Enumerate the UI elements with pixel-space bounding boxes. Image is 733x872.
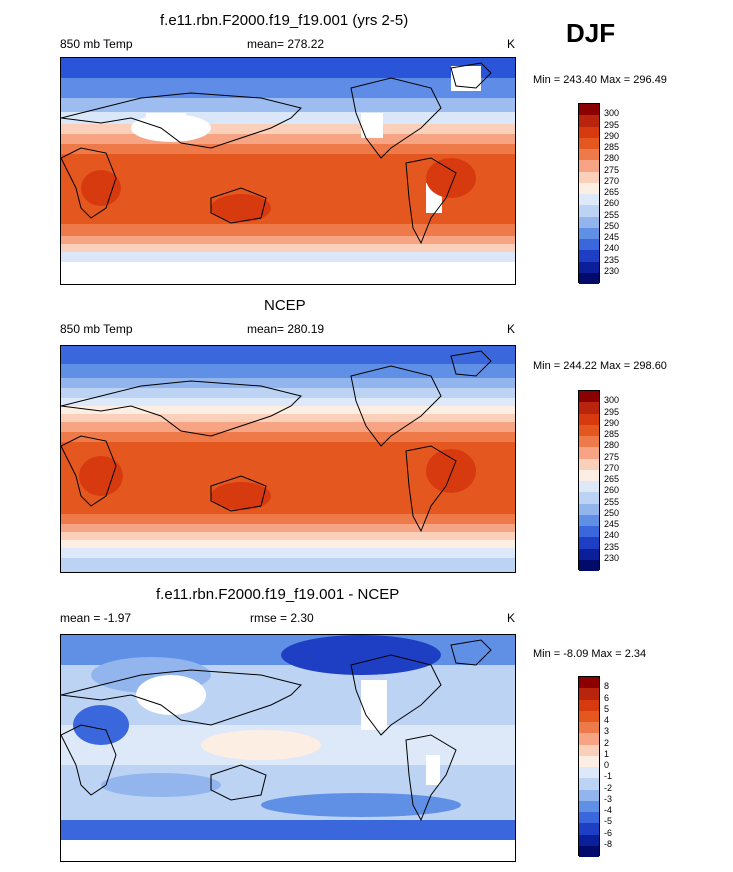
- panel1-variable-label: 850 mb Temp: [60, 37, 133, 51]
- colorbar-tick-label: 240: [604, 243, 620, 254]
- panel2-minmax: Min = 244.22 Max = 298.60: [533, 360, 667, 372]
- panel1-minmax: Min = 243.40 Max = 296.49: [533, 74, 667, 86]
- panel1-mean-label: mean= 278.22: [247, 37, 325, 51]
- colorbar-tick-label: 8: [604, 681, 610, 692]
- colorbar-tick-label: 260: [604, 485, 620, 496]
- panel3-minmax: Min = -8.09 Max = 2.34: [533, 648, 647, 660]
- colorbar-tick-label: 4: [604, 715, 610, 725]
- panel3-colorbar: [578, 676, 600, 857]
- colorbar-tick-label: -5: [604, 816, 613, 827]
- colorbar-tick-label: 280: [604, 153, 620, 164]
- colorbar-tick-label: 295: [604, 119, 620, 130]
- colorbar-tick-label: -2: [604, 782, 613, 793]
- colorbar-tick-label: 230: [604, 265, 620, 276]
- panel3-map-svg: [61, 635, 515, 861]
- colorbar-tick-label: 250: [604, 507, 620, 518]
- colorbar-tick-label: -8: [604, 838, 613, 849]
- colorbar-tick-label: 290: [604, 417, 620, 428]
- panel2-units-label: K: [507, 322, 516, 336]
- colorbar-tick-label: 275: [604, 451, 620, 462]
- panel3-rmse-label: rmse = 2.30: [250, 611, 314, 625]
- panel1-map: [60, 57, 516, 285]
- colorbar-tick-label: 260: [604, 198, 620, 209]
- colorbar-tick-label: 255: [604, 496, 620, 507]
- colorbar-tick-label: 300: [604, 108, 620, 119]
- panel1-map-svg: [61, 58, 515, 284]
- panel2-map: [60, 345, 516, 573]
- colorbar-tick-label: -3: [604, 793, 613, 804]
- colorbar-tick-label: 230: [604, 552, 620, 563]
- panel1-colorbar: [578, 103, 600, 284]
- colorbar-tick-label: 265: [604, 474, 620, 484]
- colorbar-tick-label: 240: [604, 530, 620, 541]
- colorbar-tick-label: 280: [604, 440, 620, 451]
- colorbar-tick-label: 235: [604, 254, 620, 265]
- panel1-title: f.e11.rbn.F2000.f19_f19.001 (yrs 2-5): [160, 12, 409, 29]
- colorbar-tick-label: -1: [604, 771, 613, 782]
- colorbar-tick-label: 5: [604, 703, 610, 714]
- colorbar-tick-label: 285: [604, 142, 620, 152]
- panel2-mean-label: mean= 280.19: [247, 322, 325, 336]
- colorbar-tick-label: 285: [604, 429, 620, 439]
- colorbar-tick-label: 250: [604, 220, 620, 231]
- colorbar-tick-label: 1: [604, 748, 610, 759]
- panel3-mean-label: mean = -1.97: [60, 611, 132, 625]
- colorbar-tick-label: 245: [604, 232, 620, 242]
- colorbar-tick-label: 255: [604, 209, 620, 220]
- season-label: DJF: [566, 18, 616, 48]
- colorbar-tick-label: 270: [604, 175, 620, 186]
- colorbar-tick-label: 265: [604, 187, 620, 197]
- panel3-map: [60, 634, 516, 862]
- colorbar-tick-label: 290: [604, 130, 620, 141]
- colorbar-tick-label: 3: [604, 726, 610, 737]
- colorbar-tick-label: 245: [604, 519, 620, 529]
- panel2-variable-label: 850 mb Temp: [60, 322, 133, 336]
- colorbar-tick-label: 270: [604, 462, 620, 473]
- colorbar-tick-label: 275: [604, 164, 620, 175]
- colorbar-tick-label: 300: [604, 395, 620, 406]
- colorbar-tick-label: 2: [604, 737, 610, 748]
- panel3-units-label: K: [507, 611, 516, 625]
- colorbar-tick-label: 235: [604, 541, 620, 552]
- colorbar-tick-label: -6: [604, 827, 613, 838]
- panel2-map-svg: [61, 346, 515, 572]
- colorbar-tick-label: 0: [604, 760, 610, 770]
- panel2-colorbar: [578, 390, 600, 571]
- colorbar-tick-label: -4: [604, 805, 613, 815]
- colorbar-tick-label: 295: [604, 406, 620, 417]
- colorbar-tick-label: 6: [604, 692, 610, 703]
- panel1-units-label: K: [507, 37, 516, 51]
- panel2-title: NCEP: [264, 297, 306, 314]
- panel3-title: f.e11.rbn.F2000.f19_f19.001 - NCEP: [156, 586, 400, 603]
